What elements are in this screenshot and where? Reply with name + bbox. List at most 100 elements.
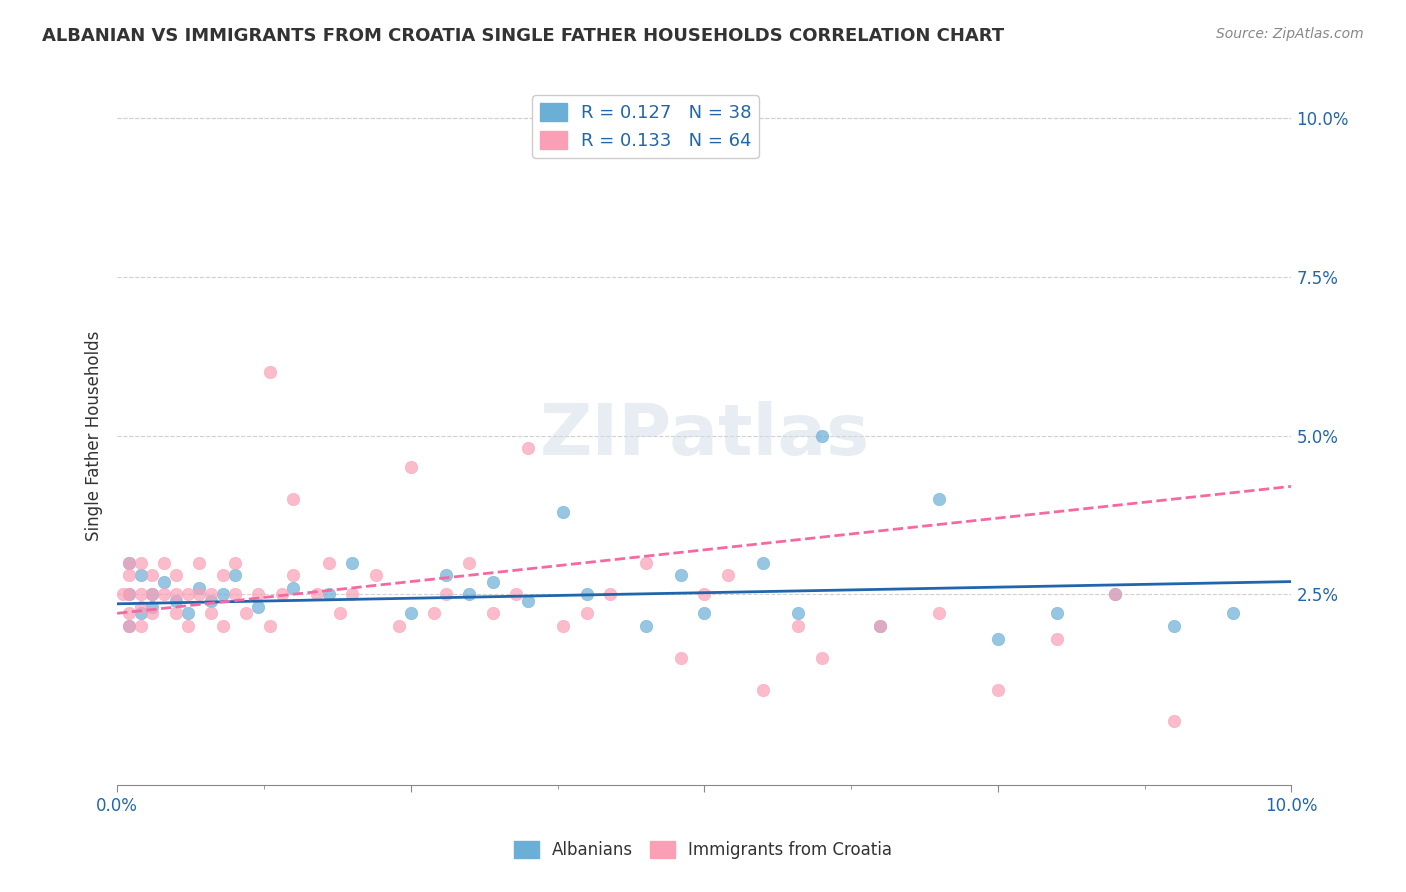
Point [634,619,657,633]
Point [118,587,141,601]
Point [118,619,141,633]
Point [388,619,411,633]
Point [928,607,950,621]
Point [165,607,187,621]
Point [869,619,891,633]
Point [153,574,176,589]
Point [188,587,211,601]
Point [118,556,141,570]
Text: ZIPatlas: ZIPatlas [540,401,869,470]
Point [283,491,305,506]
Point [1045,607,1067,621]
Point [693,607,716,621]
Point [482,607,505,621]
Legend: R = 0.127   N = 38, R = 0.133   N = 64: R = 0.127 N = 38, R = 0.133 N = 64 [533,95,759,158]
Point [129,599,152,614]
Point [141,599,163,614]
Point [810,650,832,665]
Point [224,568,246,582]
Point [153,556,176,570]
Point [340,556,363,570]
Point [118,619,141,633]
Point [259,365,281,379]
Point [599,587,621,601]
Point [247,599,270,614]
Point [235,607,257,621]
Point [434,568,457,582]
Point [141,587,163,601]
Point [141,587,163,601]
Point [340,587,363,601]
Point [212,587,235,601]
Point [165,568,187,582]
Point [283,568,305,582]
Point [141,607,163,621]
Point [200,587,222,601]
Point [787,607,810,621]
Point [987,682,1010,697]
Text: ALBANIAN VS IMMIGRANTS FROM CROATIA SINGLE FATHER HOUSEHOLDS CORRELATION CHART: ALBANIAN VS IMMIGRANTS FROM CROATIA SING… [42,27,1004,45]
Point [176,619,198,633]
Point [247,587,270,601]
Point [869,619,891,633]
Point [458,587,481,601]
Point [1163,714,1185,729]
Point [717,568,740,582]
Point [1045,632,1067,646]
Point [752,556,775,570]
Point [112,587,135,601]
Point [318,587,340,601]
Y-axis label: Single Father Households: Single Father Households [86,330,103,541]
Point [141,568,163,582]
Point [283,581,305,595]
Point [634,556,657,570]
Point [118,568,141,582]
Point [517,593,540,607]
Text: Source: ZipAtlas.com: Source: ZipAtlas.com [1216,27,1364,41]
Point [505,587,527,601]
Point [129,568,152,582]
Point [305,587,328,601]
Point [669,568,692,582]
Point [928,491,950,506]
Point [434,587,457,601]
Point [1104,587,1126,601]
Point [129,556,152,570]
Point [129,607,152,621]
Point [482,574,505,589]
Point [364,568,387,582]
Point [423,607,446,621]
Point [399,460,422,475]
Point [188,556,211,570]
Point [188,581,211,595]
Point [118,556,141,570]
Point [318,556,340,570]
Point [575,587,598,601]
Point [1222,607,1244,621]
Point [752,682,775,697]
Point [118,587,141,601]
Point [1104,587,1126,601]
Point [224,587,246,601]
Point [553,505,575,519]
Point [458,556,481,570]
Point [329,607,352,621]
Point [176,587,198,601]
Point [118,607,141,621]
Point [1163,619,1185,633]
Point [270,587,292,601]
Point [176,607,198,621]
Point [517,442,540,456]
Point [212,619,235,633]
Point [129,619,152,633]
Point [553,619,575,633]
Point [153,587,176,601]
Point [200,593,222,607]
Point [810,428,832,442]
Point [212,568,235,582]
Point [129,587,152,601]
Point [200,607,222,621]
Point [165,593,187,607]
Point [669,650,692,665]
Point [575,607,598,621]
